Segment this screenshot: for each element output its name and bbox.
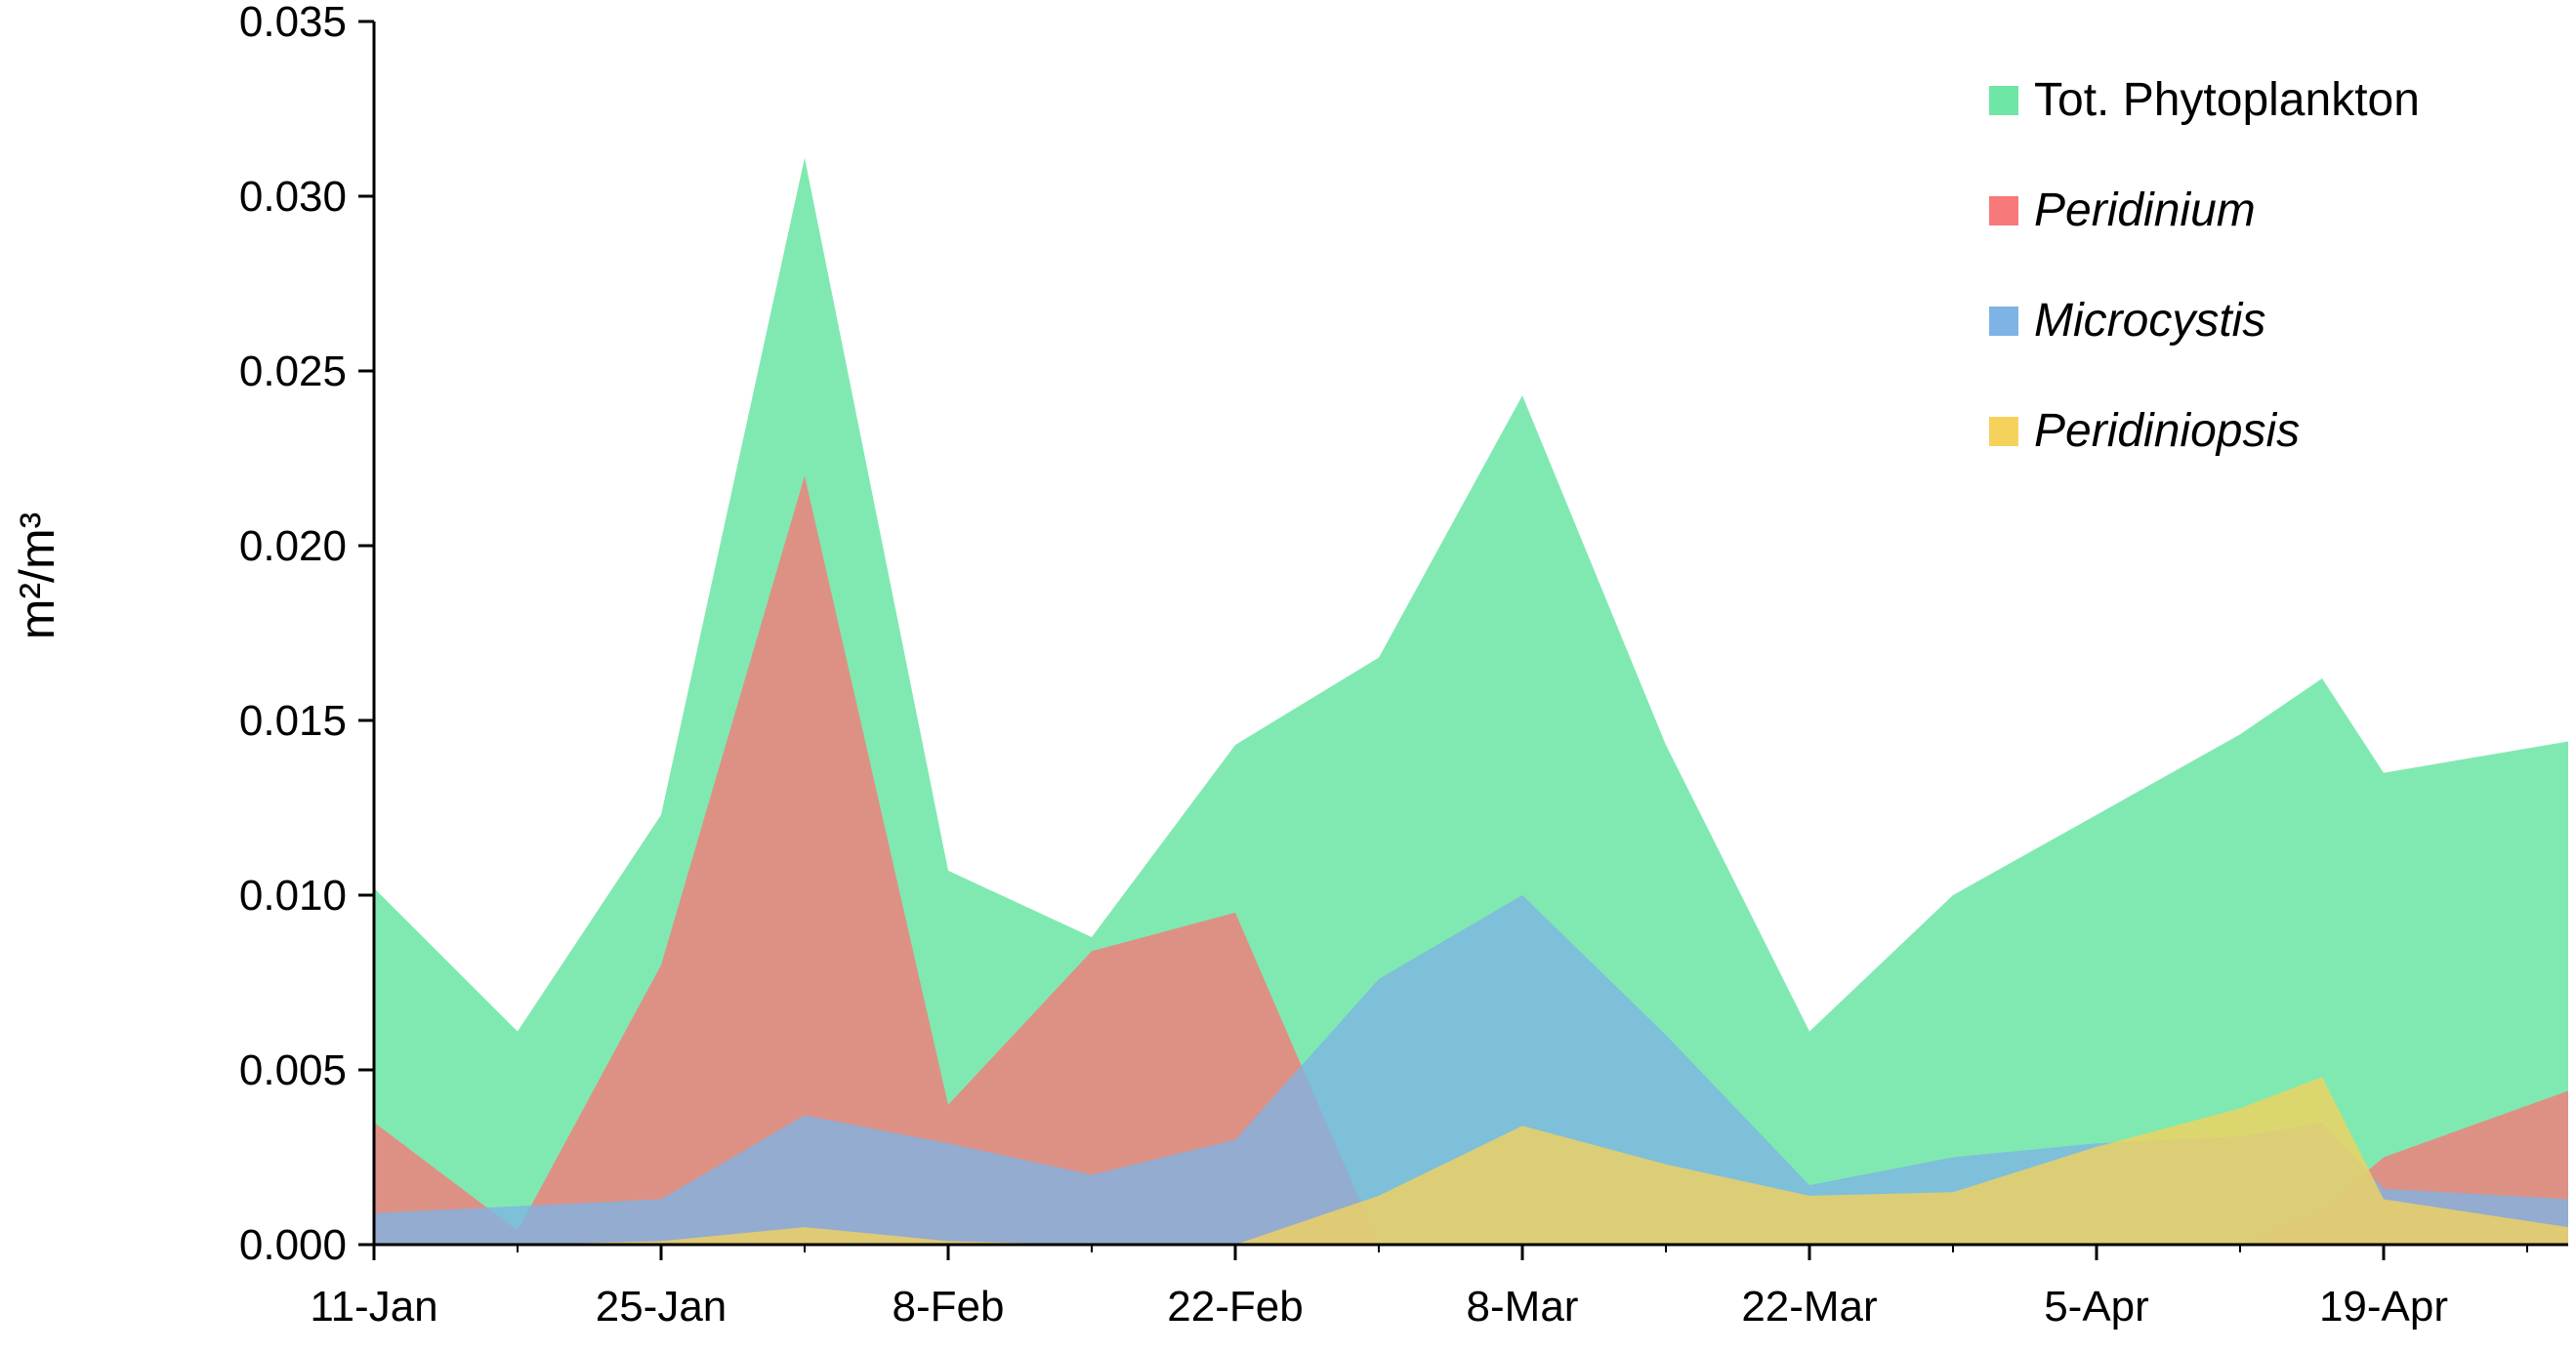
series-area-2 <box>374 895 2568 1245</box>
y-tick-label: 0.000 <box>239 1221 347 1269</box>
legend-label: Microcystis <box>2034 295 2265 347</box>
series-area-3 <box>374 1077 2568 1245</box>
series-area-0 <box>374 157 2568 1246</box>
x-tick-label: 25-Jan <box>596 1283 727 1331</box>
legend-swatch <box>1989 417 2018 446</box>
y-tick-label: 0.035 <box>239 0 347 46</box>
y-tick-label: 0.005 <box>239 1046 347 1094</box>
x-tick-label: 22-Mar <box>1741 1283 1877 1331</box>
legend-swatch <box>1989 307 2018 336</box>
legend-swatch <box>1989 196 2018 225</box>
y-ticks: 0.000 0.005 0.010 0.015 0.020 0.025 0.030 0.035 <box>239 0 374 1269</box>
series-area-1 <box>374 475 2568 1245</box>
legend-swatch <box>1989 86 2018 115</box>
x-tick-label: 19-Apr <box>2319 1283 2448 1331</box>
legend: Tot. Phytoplankton Peridinium Microcystis P… <box>1989 74 2420 457</box>
y-tick-label: 0.015 <box>239 697 347 745</box>
y-tick-label: 0.020 <box>239 522 347 570</box>
x-tick-label: 5-Apr <box>2044 1283 2149 1331</box>
legend-label: Tot. Phytoplankton <box>2034 74 2420 126</box>
x-tick-label: 11-Jan <box>310 1283 437 1331</box>
y-tick-label: 0.010 <box>239 872 347 920</box>
y-tick-label: 0.025 <box>239 348 347 395</box>
x-tick-label: 8-Mar <box>1467 1283 1579 1331</box>
series-areas <box>374 157 2568 1246</box>
y-axis-title: m²/m³ <box>10 512 64 640</box>
axes <box>372 21 2568 1247</box>
legend-label: Peridinium <box>2034 184 2256 236</box>
x-ticks: 11-Jan 25-Jan 8-Feb 22-Feb 8-Mar 22-Mar 5-Apr 1… <box>310 1245 2528 1331</box>
y-tick-label: 0.030 <box>239 173 347 221</box>
x-tick-label: 22-Feb <box>1167 1283 1303 1331</box>
x-tick-label: 8-Feb <box>893 1283 1005 1331</box>
legend-label: Peridiniopsis <box>2034 405 2300 457</box>
